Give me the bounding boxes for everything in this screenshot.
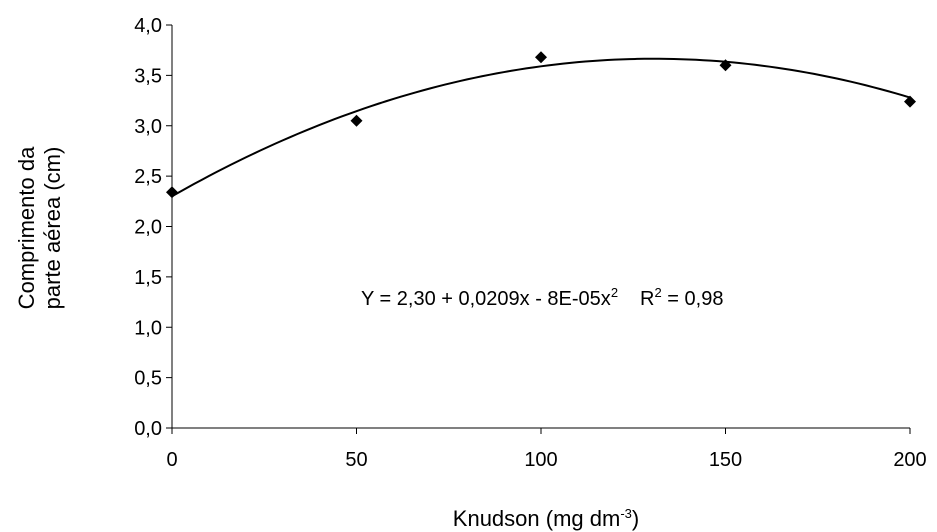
x-tick-label: 200	[893, 449, 926, 471]
y-tick-label: 0,5	[134, 368, 162, 390]
x-axis-ticks: 0 50 100 150 200	[166, 428, 927, 471]
y-axis-ticks: 0,0 0,5 1,0 1,5 2,0 2,5 3,0 3,5 4,0	[134, 15, 172, 440]
data-point-diamond	[166, 186, 178, 199]
y-tick-label: 3,5	[134, 65, 162, 87]
data-point-diamond	[719, 59, 732, 72]
x-axis-title: Knudson (mg dm-3)	[453, 506, 639, 531]
trendline	[171, 57, 911, 198]
y-tick-label: 2,5	[134, 166, 162, 188]
y-tick-label: 1,5	[134, 267, 162, 289]
y-tick-label: 0,0	[134, 418, 162, 440]
x-tick-label: 100	[524, 449, 557, 471]
y-axis-title-line-1: Comprimento da	[14, 146, 39, 309]
x-tick-label: 150	[709, 449, 742, 471]
y-tick-label: 2,0	[134, 217, 162, 239]
equation-annotation: Y = 2,30 + 0,0209x - 8E-05x2 R2 = 0,98	[361, 285, 723, 310]
data-point-diamond	[350, 114, 363, 127]
x-tick-label: 50	[345, 449, 367, 471]
data-point-diamond	[535, 51, 547, 64]
x-tick-label: 0	[166, 449, 177, 471]
y-tick-label: 1,0	[134, 317, 162, 339]
y-axis-title: Comprimento da parte aérea (cm)	[14, 146, 65, 309]
y-tick-label: 4,0	[134, 15, 162, 37]
y-tick-label: 3,0	[134, 116, 162, 138]
data-points	[166, 51, 916, 199]
plot-area: 0,0 0,5 1,0 1,5 2,0 2,5 3,0 3,5 4,0 0 50 100 150 200	[134, 15, 927, 471]
y-axis-title-line-2: parte aérea (cm)	[40, 147, 65, 310]
data-point-diamond	[904, 95, 916, 108]
